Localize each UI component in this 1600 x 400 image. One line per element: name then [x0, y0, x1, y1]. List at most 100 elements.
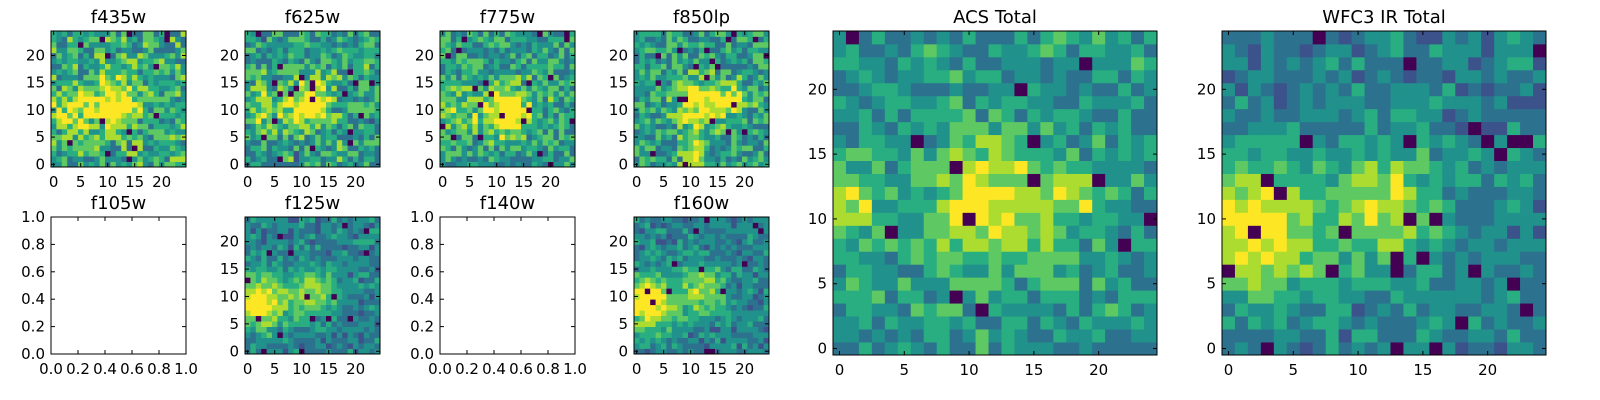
heatmap-cell [336, 326, 343, 333]
heatmap-cell [326, 321, 332, 327]
heatmap-cell [347, 321, 354, 327]
heatmap-cell [472, 118, 479, 124]
heatmap-cell [445, 52, 452, 59]
heatmap-cell [326, 249, 332, 256]
heatmap-cell [126, 41, 133, 48]
heatmap-cell [358, 118, 365, 124]
heatmap-cell [255, 156, 262, 162]
heatmap-cell [67, 41, 73, 48]
heatmap-cell [742, 315, 748, 322]
heatmap-cell [164, 74, 171, 81]
heatmap-cell [461, 58, 468, 65]
heatmap-cell [1001, 147, 1015, 161]
heatmap-cell [858, 56, 873, 71]
heatmap-cell [1105, 342, 1119, 356]
heatmap-cell [871, 69, 886, 84]
heatmap-cell [1377, 290, 1391, 304]
heatmap-cell [56, 139, 63, 146]
heatmap-cell [1222, 43, 1236, 58]
heatmap-cell [962, 95, 976, 110]
heatmap-cell [456, 31, 462, 37]
heatmap-cell [293, 249, 300, 256]
heatmap-cell [1442, 303, 1456, 317]
heatmap-cell [1455, 329, 1469, 343]
heatmap-cell [884, 43, 899, 58]
heatmap-cell [169, 128, 176, 135]
heatmap-cell [677, 343, 683, 349]
heatmap-cell [1092, 56, 1106, 71]
heatmap-cell [369, 227, 375, 234]
heatmap-cell [445, 134, 452, 141]
heatmap-cell [488, 96, 495, 103]
heatmap-cell [115, 79, 122, 86]
heatmap-cell [1118, 43, 1132, 58]
heatmap-cell [358, 58, 365, 65]
heatmap-cell [1494, 303, 1508, 317]
heatmap-cell [115, 85, 122, 92]
heatmap-cell [1001, 173, 1015, 187]
heatmap-cell [1520, 186, 1534, 200]
heatmap-cell [309, 238, 316, 245]
heatmap-cell [369, 337, 375, 344]
heatmap-cell [121, 101, 127, 108]
heatmap-cell [666, 58, 673, 65]
heatmap-cell [51, 63, 57, 70]
heatmap-cell [1286, 199, 1301, 213]
heatmap-cell [884, 186, 899, 200]
heatmap-cell [288, 310, 294, 317]
heatmap-cell [266, 233, 273, 240]
heatmap-cell [358, 293, 365, 300]
heatmap-cell [569, 90, 576, 97]
heatmap-cell [897, 212, 912, 226]
heatmap-cell [1066, 173, 1080, 187]
heatmap-cell [272, 36, 278, 43]
heatmap-cell [304, 326, 311, 333]
heatmap-cell [845, 134, 860, 149]
heatmap-cell [758, 79, 764, 86]
heatmap-cell [61, 101, 68, 108]
heatmap-cell [1416, 134, 1430, 149]
heatmap-cell [342, 282, 348, 289]
heatmap-cell [461, 156, 468, 162]
heatmap-cell [671, 337, 678, 344]
heatmap-cell [261, 222, 267, 229]
heatmap-cell [752, 96, 759, 103]
heatmap-cell [720, 58, 727, 65]
heatmap-cell [526, 41, 533, 48]
heatmap-cell [763, 128, 770, 135]
y-tick-label: 10 [609, 101, 628, 119]
y-tick-label: 20 [808, 80, 827, 98]
heatmap-cell [159, 101, 165, 108]
heatmap-cell [315, 343, 321, 349]
heatmap-cell [1040, 31, 1054, 45]
heatmap-cell [639, 101, 646, 108]
heatmap-cell [644, 161, 651, 168]
heatmap-cell [1442, 251, 1456, 265]
heatmap-cell [1481, 199, 1495, 213]
heatmap-cell [282, 321, 289, 327]
heatmap-cell [358, 79, 365, 86]
heatmap-cell [548, 85, 554, 92]
x-tick-label: 20 [541, 173, 560, 191]
heatmap-cell [758, 101, 764, 108]
heatmap-cell [1507, 316, 1521, 330]
heatmap-cell [1234, 316, 1249, 330]
heatmap-cell [709, 41, 716, 48]
heatmap-cell [975, 342, 989, 356]
heatmap-cell [1118, 303, 1132, 317]
heatmap-cell [483, 79, 489, 86]
heatmap-cell [304, 52, 311, 59]
heatmap-cell [1105, 95, 1119, 110]
heatmap-cell [661, 36, 667, 43]
heatmap-cell [715, 41, 721, 48]
heatmap-cell [884, 31, 899, 45]
heatmap-cell [255, 47, 262, 54]
heatmap-cell [445, 139, 452, 146]
heatmap-cell [758, 128, 764, 135]
heatmap-cell [1260, 277, 1275, 291]
heatmap-cell [153, 123, 160, 130]
heatmap-cell [272, 145, 278, 152]
heatmap-cell [1066, 212, 1080, 226]
heatmap-cell [78, 156, 84, 162]
heatmap-cell [688, 52, 694, 59]
